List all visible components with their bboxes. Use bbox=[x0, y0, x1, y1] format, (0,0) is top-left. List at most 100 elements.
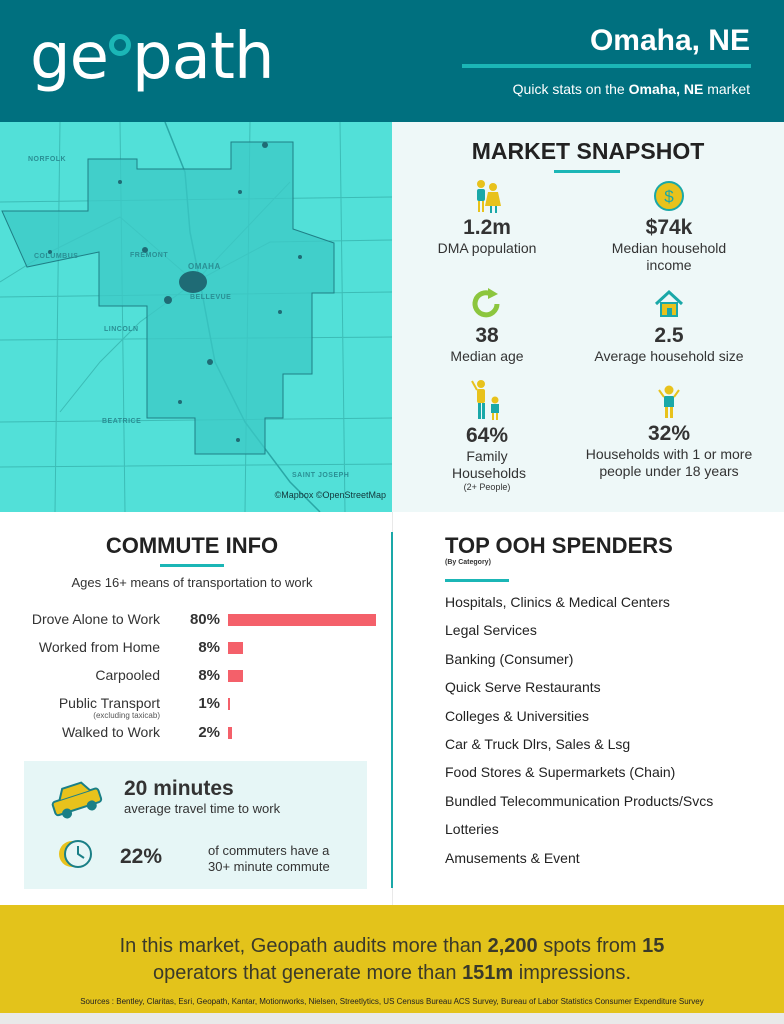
map-label-fremont: FREMONT bbox=[130, 252, 169, 259]
ooh-category-item: Banking (Consumer) bbox=[445, 650, 574, 667]
ooh-category-item: Car & Truck Dlrs, Sales & Lsg bbox=[445, 735, 631, 752]
bar-value-label: 8% bbox=[198, 639, 220, 656]
bar-category-text: Carpooled bbox=[95, 667, 160, 683]
circular-arrow-icon bbox=[392, 286, 582, 322]
stat-label: Average household size bbox=[594, 348, 744, 364]
house-icon bbox=[574, 286, 764, 322]
stat-family-households: 64% Family Households (2+ People) bbox=[392, 378, 582, 492]
logo-text: ge bbox=[30, 20, 109, 94]
map-label-omaha: OMAHA bbox=[188, 262, 221, 271]
stat-label: Family Households bbox=[452, 448, 526, 481]
subtitle-text: market bbox=[703, 81, 750, 97]
bar-row: Public Transport (excluding taxicab) 1% bbox=[0, 695, 392, 720]
footer-banner: In this market, Geopath audits more than… bbox=[0, 905, 784, 1013]
map-label-bellevue: BELLEVUE bbox=[190, 294, 232, 301]
ooh-category-item: Quick Serve Restaurants bbox=[445, 679, 601, 696]
stat-note: (2+ People) bbox=[463, 482, 511, 492]
ooh-category-item: Colleges & Universities bbox=[445, 707, 589, 724]
stat-value: $74k bbox=[645, 216, 693, 239]
map-graphic bbox=[0, 122, 392, 512]
footer-text: operators that generate more than bbox=[152, 962, 463, 984]
bar-category-text: Walked to Work bbox=[61, 724, 160, 740]
header: ge path Omaha, NE Quick stats on the Omah… bbox=[0, 0, 784, 122]
bar-category-label: Drove Alone to Work bbox=[32, 611, 160, 627]
ooh-title: TOP OOH SPENDERS bbox=[445, 533, 673, 558]
stat-value: 32% bbox=[647, 422, 691, 445]
stat-value: 1.2m bbox=[463, 216, 511, 239]
spots-count: 2,200 bbox=[487, 935, 538, 957]
snapshot-accent bbox=[554, 170, 620, 173]
operators-count: 15 bbox=[642, 935, 665, 957]
car-icon bbox=[51, 781, 103, 819]
child-icon bbox=[574, 384, 764, 420]
commute-title: COMMUTE INFO bbox=[105, 533, 279, 558]
logo-text: path bbox=[132, 20, 274, 94]
bar-category-note: (excluding taxicab) bbox=[93, 711, 160, 720]
bar-category-label: Walked to Work bbox=[62, 724, 160, 740]
footer-text: In this market, Geopath audits more than bbox=[119, 935, 488, 957]
stat-label: DMA population bbox=[437, 240, 537, 256]
stat-value: 64% bbox=[465, 424, 509, 447]
ooh-subtitle: (By Category) bbox=[445, 559, 491, 566]
impressions-count: 151m bbox=[462, 962, 514, 984]
stat-median-age: 38 Median age bbox=[392, 286, 582, 365]
stat-value: 2.5 bbox=[654, 324, 684, 347]
dma-map: NORFOLK COLUMBUS FREMONT OMAHA BELLEVUE … bbox=[0, 122, 392, 512]
sources: Sources : Bentley, Claritas, Esri, Geopa… bbox=[80, 997, 704, 1006]
svg-text:$: $ bbox=[664, 187, 674, 206]
ooh-category-item: Food Stores & Supermarkets (Chain) bbox=[445, 764, 676, 781]
commute-accent bbox=[160, 564, 224, 567]
footer-summary: In this market, Geopath audits more than… bbox=[0, 933, 784, 987]
bar-row: Drove Alone to Work 80% bbox=[0, 611, 392, 631]
long-commute-label: of commuters have a 30+ minute commute bbox=[208, 843, 330, 874]
bar-category-label: Carpooled bbox=[95, 667, 160, 683]
bar-value-label: 1% bbox=[198, 695, 220, 712]
stat-label: Median household income bbox=[611, 240, 727, 273]
section-divider bbox=[391, 532, 393, 888]
map-credit: ©Mapbox ©OpenStreetMap bbox=[274, 490, 386, 500]
population-dots bbox=[48, 142, 302, 442]
commute-info: COMMUTE INFO Ages 16+ means of transport… bbox=[0, 512, 392, 905]
ooh-list: Hospitals, Clinics & Medical Centers Lega… bbox=[445, 594, 713, 878]
clock-icon bbox=[59, 840, 92, 868]
people-icon bbox=[392, 178, 582, 214]
bar-value-label: 8% bbox=[198, 667, 220, 684]
market-title: Omaha, NE bbox=[589, 24, 750, 57]
market-subtitle: Quick stats on the Omaha, NE market bbox=[513, 81, 750, 97]
ooh-accent bbox=[445, 579, 509, 582]
stat-income: $ $74k Median household income bbox=[574, 178, 764, 274]
stat-households-children: 32% Households with 1 or more people und… bbox=[574, 384, 764, 480]
travel-time-box: 20 minutes average travel time to work 2… bbox=[24, 761, 367, 889]
bar-category-label: Public Transport (excluding taxicab) bbox=[59, 695, 160, 720]
snapshot-title: MARKET SNAPSHOT bbox=[471, 138, 705, 164]
top-ooh-spenders: TOP OOH SPENDERS (By Category) Hospitals… bbox=[393, 512, 784, 905]
stat-household-size: 2.5 Average household size bbox=[574, 286, 764, 365]
bar-category-label: Worked from Home bbox=[39, 639, 160, 655]
geopath-logo: ge path bbox=[30, 20, 274, 94]
subtitle-text: Quick stats on the bbox=[512, 81, 629, 97]
bar-row: Walked to Work 2% bbox=[0, 724, 392, 744]
ooh-category-item: Legal Services bbox=[445, 622, 537, 639]
map-label-norfolk: NORFOLK bbox=[28, 156, 67, 163]
stat-label: Median age bbox=[450, 348, 524, 364]
bar bbox=[228, 698, 230, 710]
bar bbox=[228, 614, 376, 626]
ooh-category-item: Lotteries bbox=[445, 821, 499, 838]
map-label-saint-joseph: SAINT JOSEPH bbox=[292, 472, 350, 479]
dollar-coin-icon: $ bbox=[574, 178, 764, 214]
long-commute-value: 22% bbox=[120, 845, 163, 868]
bar-category-text: Worked from Home bbox=[38, 639, 160, 655]
bar bbox=[228, 670, 243, 682]
ooh-category-item: Amusements & Event bbox=[445, 849, 580, 866]
ooh-category-item: Bundled Telecommunication Products/Svcs bbox=[445, 792, 714, 809]
title-divider bbox=[462, 64, 751, 68]
footer-text: spots from bbox=[537, 935, 643, 957]
map-label-lincoln: LINCOLN bbox=[104, 326, 139, 333]
ooh-category-item: Hospitals, Clinics & Medical Centers bbox=[445, 594, 670, 610]
commute-tagline: Ages 16+ means of transportation to work bbox=[71, 575, 313, 590]
bar-category-text: Public Transport bbox=[58, 695, 160, 711]
bar bbox=[228, 642, 243, 654]
bar-row: Carpooled 8% bbox=[0, 667, 392, 687]
bar bbox=[228, 727, 232, 739]
map-label-beatrice: BEATRICE bbox=[102, 418, 142, 425]
